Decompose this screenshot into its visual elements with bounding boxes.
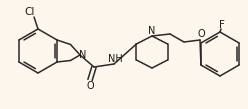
Text: O: O (197, 29, 205, 39)
Text: O: O (86, 81, 94, 91)
Text: N: N (79, 50, 87, 60)
Text: NH: NH (108, 54, 122, 64)
Text: Cl: Cl (25, 7, 35, 17)
Text: F: F (219, 20, 225, 30)
Text: N: N (148, 26, 156, 36)
